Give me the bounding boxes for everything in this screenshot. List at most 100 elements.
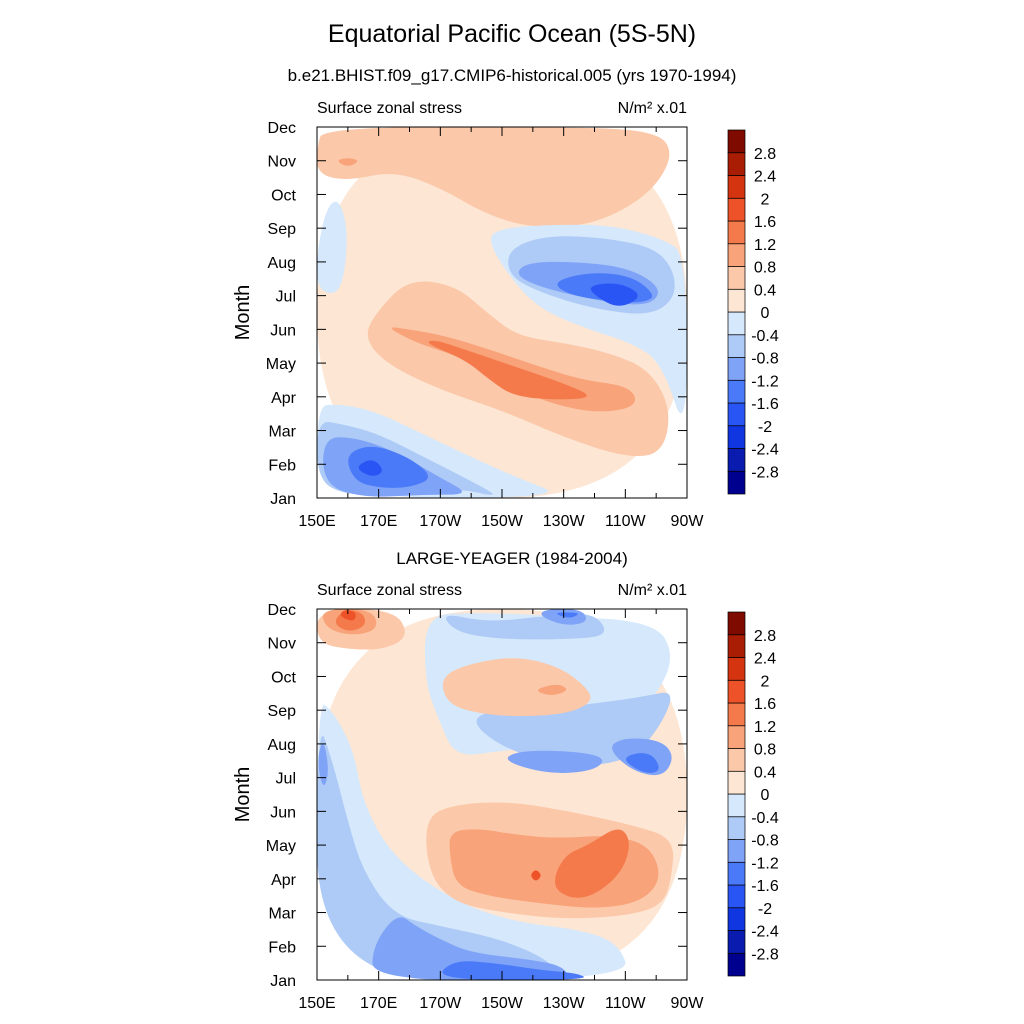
colorbar-label: -2.8 bbox=[751, 946, 779, 963]
colorbar-box bbox=[727, 770, 746, 795]
contour-band bbox=[317, 127, 670, 227]
y-tick-label: Jun bbox=[270, 804, 296, 821]
colorbar-label: -0.4 bbox=[751, 810, 779, 827]
colorbar-label: -0.4 bbox=[751, 328, 779, 345]
colorbar-label: -1.2 bbox=[751, 373, 779, 390]
colorbar-box bbox=[727, 243, 746, 267]
y-tick-label: Oct bbox=[271, 669, 296, 686]
x-tick-label: 90W bbox=[671, 513, 705, 530]
colorbar-label: 1.2 bbox=[754, 719, 776, 736]
colorbar-label: -2 bbox=[758, 901, 772, 918]
colorbar-box bbox=[727, 702, 746, 727]
contour-band bbox=[626, 753, 659, 773]
y-tick-label: Jun bbox=[270, 322, 296, 339]
colorbar-box bbox=[727, 197, 746, 222]
colorbar-box bbox=[727, 861, 746, 886]
contour-band bbox=[442, 658, 591, 717]
colorbar-label: 0.8 bbox=[754, 260, 776, 277]
colorbar-box bbox=[727, 220, 746, 245]
y-tick-label: Apr bbox=[271, 390, 297, 407]
contour-band bbox=[358, 460, 382, 476]
colorbar-label: 2 bbox=[761, 673, 770, 690]
colorbar-label: 1.6 bbox=[754, 214, 776, 231]
x-tick-label: 170E bbox=[360, 995, 397, 1012]
colorbar-box bbox=[727, 470, 746, 495]
colorbar-box bbox=[727, 288, 746, 313]
colorbar-label: -2.4 bbox=[751, 442, 779, 459]
colorbar-label: 1.6 bbox=[754, 696, 776, 713]
contour-field-panel-2 bbox=[317, 609, 687, 980]
contour-band bbox=[531, 870, 541, 881]
x-tick-label: 130W bbox=[543, 995, 586, 1012]
left-string: Surface zonal stress bbox=[317, 582, 462, 599]
colorbar-box bbox=[727, 425, 746, 449]
colorbar-label: 2.4 bbox=[754, 169, 776, 186]
colorbar-box bbox=[727, 884, 746, 909]
colorbar-box bbox=[727, 402, 746, 427]
contour-band bbox=[340, 610, 356, 621]
y-tick-label: Dec bbox=[268, 120, 296, 137]
panel-1-title: b.e21.BHIST.f09_g17.CMIP6-historical.005… bbox=[287, 66, 737, 85]
y-tick-label: Sep bbox=[268, 221, 297, 238]
colorbar-box bbox=[727, 816, 746, 840]
y-tick-label: Jan bbox=[270, 491, 296, 508]
x-tick-label: 150E bbox=[298, 513, 335, 530]
y-tick-label: Sep bbox=[268, 703, 297, 720]
contour-band bbox=[442, 961, 584, 980]
colorbar-box bbox=[727, 448, 746, 472]
units-label: N/m² x.01 bbox=[618, 100, 687, 117]
colorbar-box bbox=[727, 357, 746, 381]
colorbar-box bbox=[727, 152, 746, 176]
colorbar-box bbox=[727, 266, 746, 290]
x-tick-label: 170W bbox=[419, 995, 462, 1012]
colorbar-box bbox=[727, 952, 746, 977]
y-tick-label: Jan bbox=[270, 973, 296, 990]
contour-band bbox=[557, 612, 578, 618]
y-axis-label: Month bbox=[232, 767, 254, 823]
colorbar-label: -2.8 bbox=[751, 464, 779, 481]
contour-band bbox=[317, 735, 557, 980]
colorbar-box bbox=[727, 793, 746, 818]
colorbar-label: 0.4 bbox=[754, 282, 776, 299]
colorbar-label: -2 bbox=[758, 419, 772, 436]
colorbar-box bbox=[727, 129, 746, 154]
y-tick-label: Jul bbox=[276, 771, 296, 788]
colorbar-label: 0 bbox=[761, 787, 770, 804]
figure-title: Equatorial Pacific Ocean (5S-5N) bbox=[327, 20, 697, 48]
colorbar-label: -1.6 bbox=[751, 396, 779, 413]
colorbar-label: -1.2 bbox=[751, 855, 779, 872]
contour-band bbox=[318, 744, 328, 786]
colorbar-label: 0 bbox=[761, 305, 770, 322]
colorbar-label: 2.8 bbox=[754, 146, 776, 163]
contour-band bbox=[555, 829, 629, 898]
y-tick-label: May bbox=[266, 838, 296, 855]
contour-band bbox=[507, 750, 603, 773]
y-tick-label: May bbox=[266, 356, 296, 373]
colorbar-label: 2.4 bbox=[754, 651, 776, 668]
x-tick-label: 110W bbox=[605, 995, 647, 1012]
colorbar-box bbox=[727, 311, 746, 336]
y-tick-label: Aug bbox=[268, 737, 296, 754]
contour-band bbox=[317, 201, 347, 294]
y-tick-label: Feb bbox=[268, 457, 296, 474]
colorbar-box bbox=[727, 907, 746, 931]
contour-band bbox=[538, 684, 567, 695]
x-tick-label: 150W bbox=[481, 513, 524, 530]
x-tick-label: 150E bbox=[298, 995, 335, 1012]
colorbar-label: 0.4 bbox=[754, 764, 776, 781]
colorbar-box bbox=[727, 657, 746, 681]
x-tick-label: 90W bbox=[671, 995, 705, 1012]
y-axis-label: Month bbox=[232, 285, 254, 341]
y-tick-label: Oct bbox=[271, 187, 296, 204]
colorbar-box bbox=[727, 725, 746, 749]
y-tick-label: Nov bbox=[268, 154, 296, 171]
colorbar-label: 0.8 bbox=[754, 742, 776, 759]
x-tick-label: 170W bbox=[419, 513, 462, 530]
y-tick-label: Dec bbox=[268, 602, 296, 619]
y-tick-label: Apr bbox=[271, 872, 297, 889]
x-tick-label: 110W bbox=[605, 513, 647, 530]
y-tick-label: Jul bbox=[276, 289, 296, 306]
colorbar-label: 2.8 bbox=[754, 628, 776, 645]
colorbar-label: 1.2 bbox=[754, 237, 776, 254]
